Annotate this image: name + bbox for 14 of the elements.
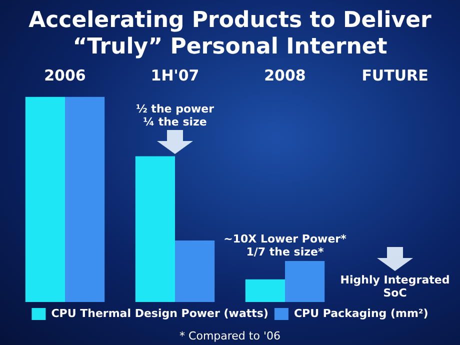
annotation: ½ the power (136, 102, 215, 116)
annotation: 1/7 the size* (246, 245, 324, 258)
annotation: ~10X Lower Power* (224, 232, 347, 246)
legend-label: CPU Packaging (mm²) (294, 306, 428, 320)
x-tick-label: 2008 (264, 66, 306, 85)
x-tick-label: FUTURE (362, 66, 428, 85)
annotation: Highly Integrated (340, 273, 450, 286)
legend-label: CPU Thermal Design Power (watts) (51, 306, 268, 320)
x-tick-label: 1H'07 (150, 66, 200, 85)
chart-title: Accelerating Products to Deliver “Truly” Personal Internet (28, 8, 432, 60)
text: * Compared to '06 (180, 329, 280, 342)
x-tick-label: 2006 (44, 66, 86, 85)
annotation: ¼ the size (143, 116, 207, 129)
annotation: SoC (383, 286, 407, 300)
